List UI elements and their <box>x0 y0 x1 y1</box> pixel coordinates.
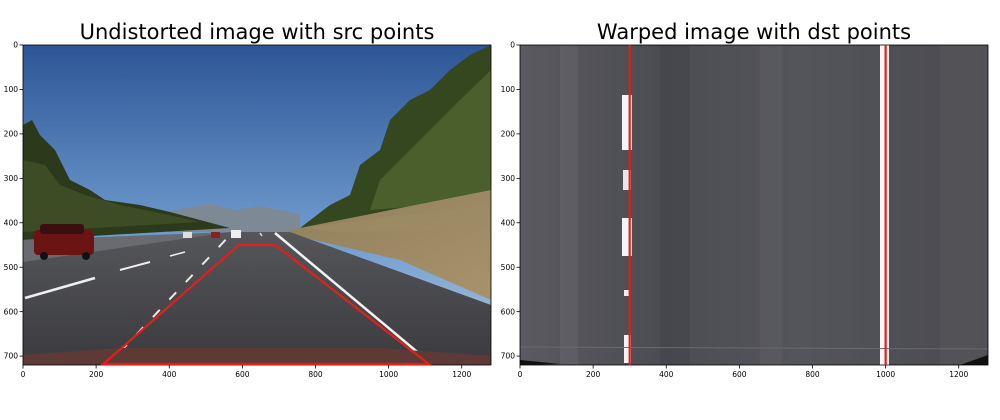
x-tick-label: 800 <box>308 370 323 379</box>
y-tick-label: 0 <box>510 41 515 50</box>
x-tick-label: 600 <box>732 370 747 379</box>
x-tick-label: 400 <box>162 370 177 379</box>
x-tick-label: 1200 <box>452 370 471 379</box>
y-tick-label: 700 <box>501 352 516 361</box>
y-tick-label: 400 <box>501 218 516 227</box>
road-photo-image <box>23 45 491 365</box>
x-tick-label: 0 <box>518 370 523 379</box>
x-tick-label: 1000 <box>379 370 398 379</box>
y-tick-label: 100 <box>4 85 19 94</box>
warped-road-image <box>520 45 988 365</box>
dst-points-lines <box>628 45 887 365</box>
x-tick-label: 1000 <box>876 370 895 379</box>
left-axes: 0 200 400 600 800 1000 1200 0 100 200 300 400 500 600… <box>4 41 472 379</box>
src-quadrilateral <box>100 243 433 366</box>
y-tick-label: 300 <box>4 174 19 183</box>
y-tick-label: 100 <box>501 85 516 94</box>
y-tick-label: 600 <box>4 307 19 316</box>
src-points-polygon <box>100 243 433 366</box>
x-tick-label: 200 <box>89 370 104 379</box>
x-tick-label: 1200 <box>949 370 968 379</box>
y-tick-label: 600 <box>501 307 516 316</box>
right-panel-title: Warped image with dst points <box>596 20 912 44</box>
x-tick-label: 800 <box>805 370 820 379</box>
y-tick-label: 500 <box>501 263 516 272</box>
y-tick-label: 200 <box>4 129 19 138</box>
x-tick-label: 400 <box>659 370 674 379</box>
x-tick-label: 0 <box>21 370 26 379</box>
y-tick-label: 0 <box>13 41 18 50</box>
x-tick-label: 600 <box>235 370 250 379</box>
y-tick-label: 300 <box>501 174 516 183</box>
y-tick-label: 400 <box>4 218 19 227</box>
x-tick-label: 200 <box>586 370 601 379</box>
y-tick-label: 700 <box>4 352 19 361</box>
y-tick-label: 200 <box>501 129 516 138</box>
left-panel-title: Undistorted image with src points <box>79 20 435 44</box>
y-tick-label: 500 <box>4 263 19 272</box>
right-axes: 0 200 400 600 800 1000 1200 0 100 200 300 400 500 600… <box>501 41 969 379</box>
